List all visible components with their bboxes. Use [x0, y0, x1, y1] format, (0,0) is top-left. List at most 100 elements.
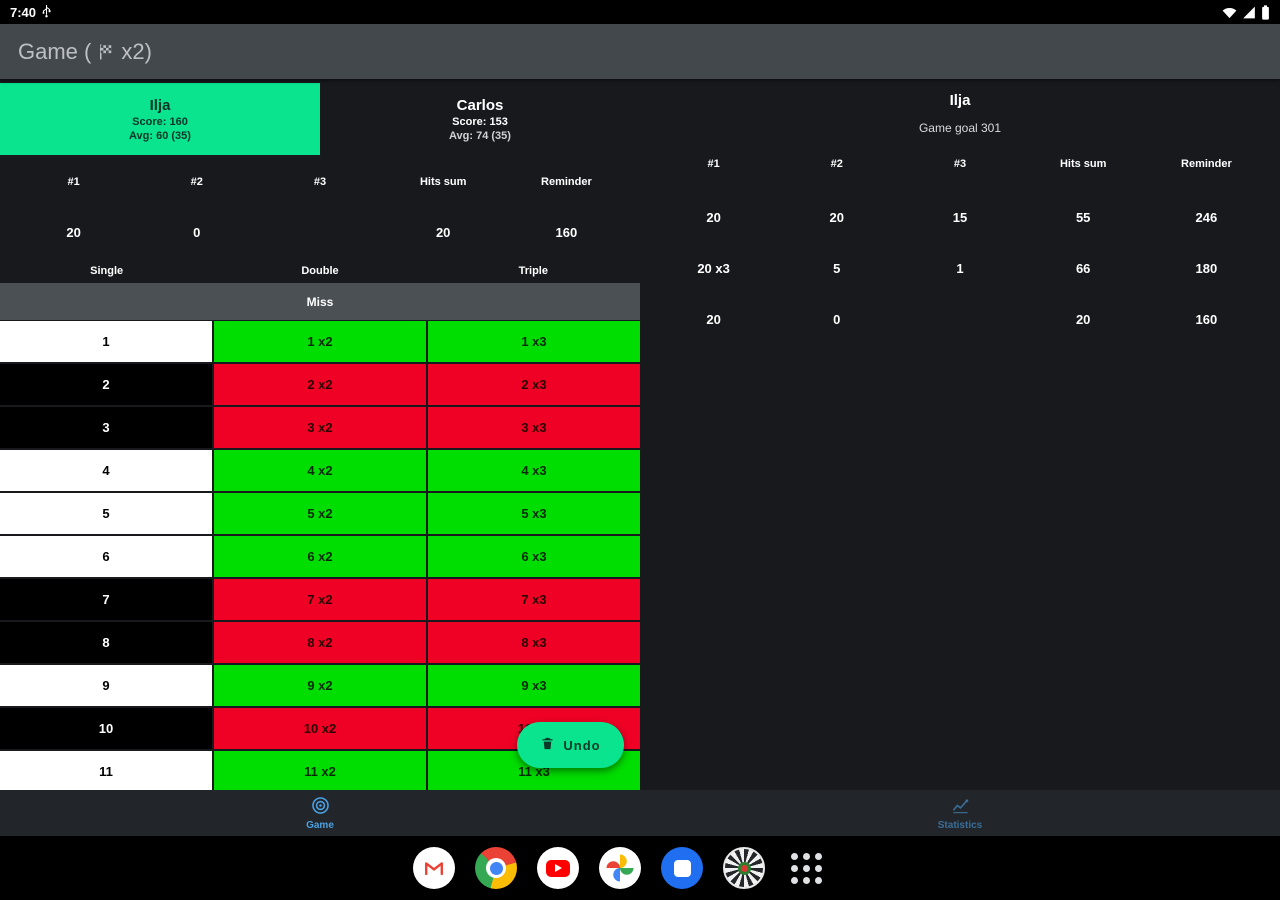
history-header-3: #3 [953, 158, 967, 170]
triple-cell[interactable]: 2 x3 [428, 364, 640, 405]
single-cell[interactable]: 8 [0, 622, 212, 663]
single-cell[interactable]: 10 [0, 708, 212, 749]
player-card-inactive[interactable]: Carlos Score: 153 Avg: 74 (35) [320, 83, 640, 155]
double-cell[interactable]: 9 x2 [214, 665, 426, 706]
player-score: Score: 153 [452, 115, 508, 128]
turn-value-reminder: 160 [555, 224, 578, 240]
usb-debug-icon [42, 4, 51, 21]
triple-cell[interactable]: 5 x3 [428, 493, 640, 534]
checkered-flag-icon [97, 43, 115, 61]
history-cell: 20 [1075, 312, 1091, 327]
double-cell[interactable]: 4 x2 [214, 450, 426, 491]
app-title-prefix: Game ( [18, 38, 92, 64]
history-row: 20 x3 5 1 66 180 [640, 243, 1280, 294]
board-grid: 1 1 x2 1 x3 2 2 x2 2 x3 3 3 x2 3 x3 4 4 … [0, 321, 640, 790]
dock [0, 836, 1280, 900]
history-header-1: #1 [707, 158, 720, 170]
board-row: 7 7 x2 7 x3 [0, 579, 640, 620]
gmail-icon[interactable] [413, 847, 455, 889]
player-name: Ilja [149, 96, 171, 114]
board-row: 3 3 x2 3 x3 [0, 407, 640, 448]
history-header-reminder: Reminder [1181, 158, 1232, 170]
history-row: 20 0 20 160 [640, 294, 1280, 345]
wifi-icon [1222, 6, 1237, 19]
undo-label: Undo [563, 737, 601, 753]
double-header: Double [301, 264, 339, 277]
double-cell[interactable]: 5 x2 [214, 493, 426, 534]
undo-button[interactable]: Undo [517, 722, 624, 768]
app-bar: Game ( x2) [0, 24, 1280, 79]
double-cell[interactable]: 8 x2 [214, 622, 426, 663]
single-cell[interactable]: 1 [0, 321, 212, 362]
player-score: Score: 160 [132, 115, 188, 128]
turn-header-hits-sum: Hits sum [419, 176, 467, 188]
youtube-icon[interactable] [537, 847, 579, 889]
player-average: Avg: 60 (35) [129, 129, 191, 142]
history-headers: #1 #2 #3 Hits sum Reminder [640, 157, 1280, 171]
multiplier-headers: Single Double Triple [0, 258, 640, 283]
signal-icon [1242, 6, 1256, 19]
history-cell: 246 [1195, 210, 1218, 225]
board-row: 4 4 x2 4 x3 [0, 450, 640, 491]
double-cell[interactable]: 3 x2 [214, 407, 426, 448]
history-cell: 180 [1195, 261, 1218, 276]
double-cell[interactable]: 1 x2 [214, 321, 426, 362]
history-cell: 15 [952, 210, 968, 225]
board-row: 5 5 x2 5 x3 [0, 493, 640, 534]
chrome-icon[interactable] [475, 847, 517, 889]
player-name: Carlos [456, 96, 504, 114]
single-cell[interactable]: 6 [0, 536, 212, 577]
clock: 7:40 [10, 4, 37, 20]
double-cell[interactable]: 2 x2 [214, 364, 426, 405]
nav-label-game: Game [306, 819, 334, 831]
double-cell[interactable]: 7 x2 [214, 579, 426, 620]
nav-label-statistics: Statistics [937, 819, 983, 831]
player-card-active[interactable]: Ilja Score: 160 Avg: 60 (35) [0, 83, 320, 155]
app-drawer-icon[interactable] [785, 847, 827, 889]
board-row: 6 6 x2 6 x3 [0, 536, 640, 577]
history-cell: 5 [833, 261, 841, 276]
miss-button[interactable]: Miss [0, 283, 640, 320]
single-cell[interactable]: 9 [0, 665, 212, 706]
history-cell: 20 x3 [697, 261, 730, 276]
triple-cell[interactable]: 1 x3 [428, 321, 640, 362]
single-cell[interactable]: 4 [0, 450, 212, 491]
history-cell: 20 [706, 210, 721, 225]
turn-header-reminder: Reminder [541, 176, 592, 188]
triple-header: Triple [518, 264, 548, 277]
single-cell[interactable]: 3 [0, 407, 212, 448]
photos-icon[interactable] [599, 847, 641, 889]
single-cell[interactable]: 2 [0, 364, 212, 405]
game-goal-label: Game goal 301 [918, 121, 1002, 135]
double-cell[interactable]: 10 x2 [214, 708, 426, 749]
board-row: 1 1 x2 1 x3 [0, 321, 640, 362]
single-cell[interactable]: 7 [0, 579, 212, 620]
history-cell: 160 [1195, 312, 1218, 327]
triple-cell[interactable]: 4 x3 [428, 450, 640, 491]
turn-values: 20 0 20 160 [0, 206, 640, 258]
triple-cell[interactable]: 3 x3 [428, 407, 640, 448]
nav-tab-statistics[interactable]: Statistics [640, 790, 1280, 836]
darts-app-icon[interactable] [723, 847, 765, 889]
turn-header-3: #3 [313, 176, 327, 188]
bottom-nav: Game Statistics [0, 790, 1280, 836]
board-row: 9 9 x2 9 x3 [0, 665, 640, 706]
double-cell[interactable]: 11 x2 [214, 751, 426, 790]
nav-tab-game[interactable]: Game [0, 790, 640, 836]
triple-cell[interactable]: 6 x3 [428, 536, 640, 577]
turn-header-1: #1 [67, 176, 80, 188]
single-cell[interactable]: 5 [0, 493, 212, 534]
history-panel: Ilja Game goal 301 #1 #2 #3 Hits sum Rem… [640, 79, 1280, 790]
history-cell: 20 [706, 312, 721, 327]
double-cell[interactable]: 6 x2 [214, 536, 426, 577]
history-player-name: Ilja [949, 92, 971, 109]
triple-cell[interactable]: 9 x3 [428, 665, 640, 706]
triple-cell[interactable]: 7 x3 [428, 579, 640, 620]
blue-app-icon[interactable] [661, 847, 703, 889]
single-cell[interactable]: 11 [0, 751, 212, 790]
status-bar: 7:40 [0, 0, 1280, 24]
history-cell: 66 [1075, 261, 1091, 276]
triple-cell[interactable]: 8 x3 [428, 622, 640, 663]
turn-value-1: 20 [66, 224, 81, 240]
